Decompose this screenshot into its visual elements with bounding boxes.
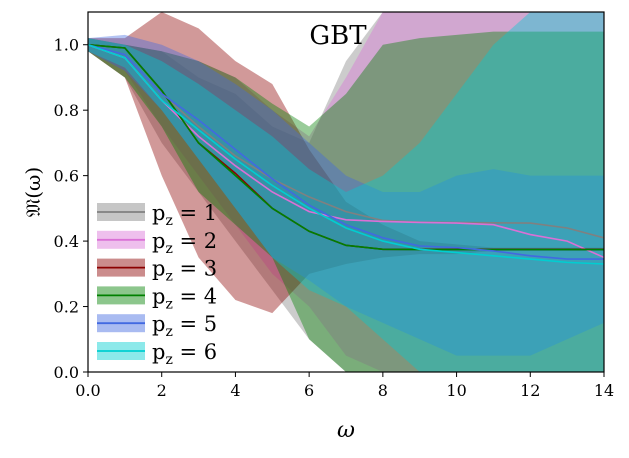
y-tick-label: 0.6 — [54, 167, 79, 186]
y-axis-label: 𝔐(ω) — [21, 167, 45, 217]
band-series-5 — [88, 34, 604, 356]
legend-label-6: pz = 6 — [152, 340, 217, 368]
legend-label-2: pz = 2 — [152, 229, 217, 257]
y-tick-label: 0.8 — [54, 101, 79, 120]
x-tick-label: 4 — [230, 381, 240, 400]
plot-frame — [87, 11, 605, 373]
legend: pz = 1pz = 2pz = 3pz = 4pz = 5pz = 6 — [97, 201, 217, 368]
x-tick-label: 14 — [594, 381, 614, 400]
band-series-2 — [88, 12, 604, 372]
y-tick-label: 0.4 — [54, 232, 79, 251]
y-tick-label: 0.2 — [54, 298, 79, 317]
band-series-1 — [88, 12, 604, 372]
legend-label-1: pz = 1 — [152, 201, 217, 229]
x-axis-label: ω — [337, 418, 355, 443]
legend-label-5: pz = 5 — [152, 312, 217, 340]
x-axis: 0.0 2 4 6 8 10 12 14 — [75, 372, 614, 400]
line-series-5 — [88, 43, 604, 260]
legend-label-3: pz = 3 — [152, 257, 217, 285]
y-tick-label: 0.0 — [54, 363, 79, 382]
bands — [88, 12, 604, 372]
x-tick-label: 8 — [378, 381, 388, 400]
y-axis: 0.0 0.2 0.4 0.6 0.8 1.0 — [54, 36, 88, 382]
chart-title: GBT — [309, 21, 367, 51]
band-series-6 — [88, 12, 604, 372]
line-series-6 — [88, 43, 604, 265]
y-tick-label: 1.0 — [54, 36, 79, 55]
lines — [88, 43, 604, 265]
x-tick-label: 2 — [157, 381, 167, 400]
x-tick-label: 12 — [520, 381, 540, 400]
line-series-2 — [88, 43, 604, 259]
line-series-1 — [88, 43, 604, 239]
band-series-4 — [88, 31, 604, 372]
x-tick-label: 10 — [446, 381, 466, 400]
x-tick-label: 6 — [304, 381, 314, 400]
x-tick-label: 0.0 — [75, 381, 100, 400]
band-series-3 — [88, 12, 604, 314]
legend-label-4: pz = 4 — [152, 284, 217, 312]
line-series-4 — [88, 43, 604, 251]
